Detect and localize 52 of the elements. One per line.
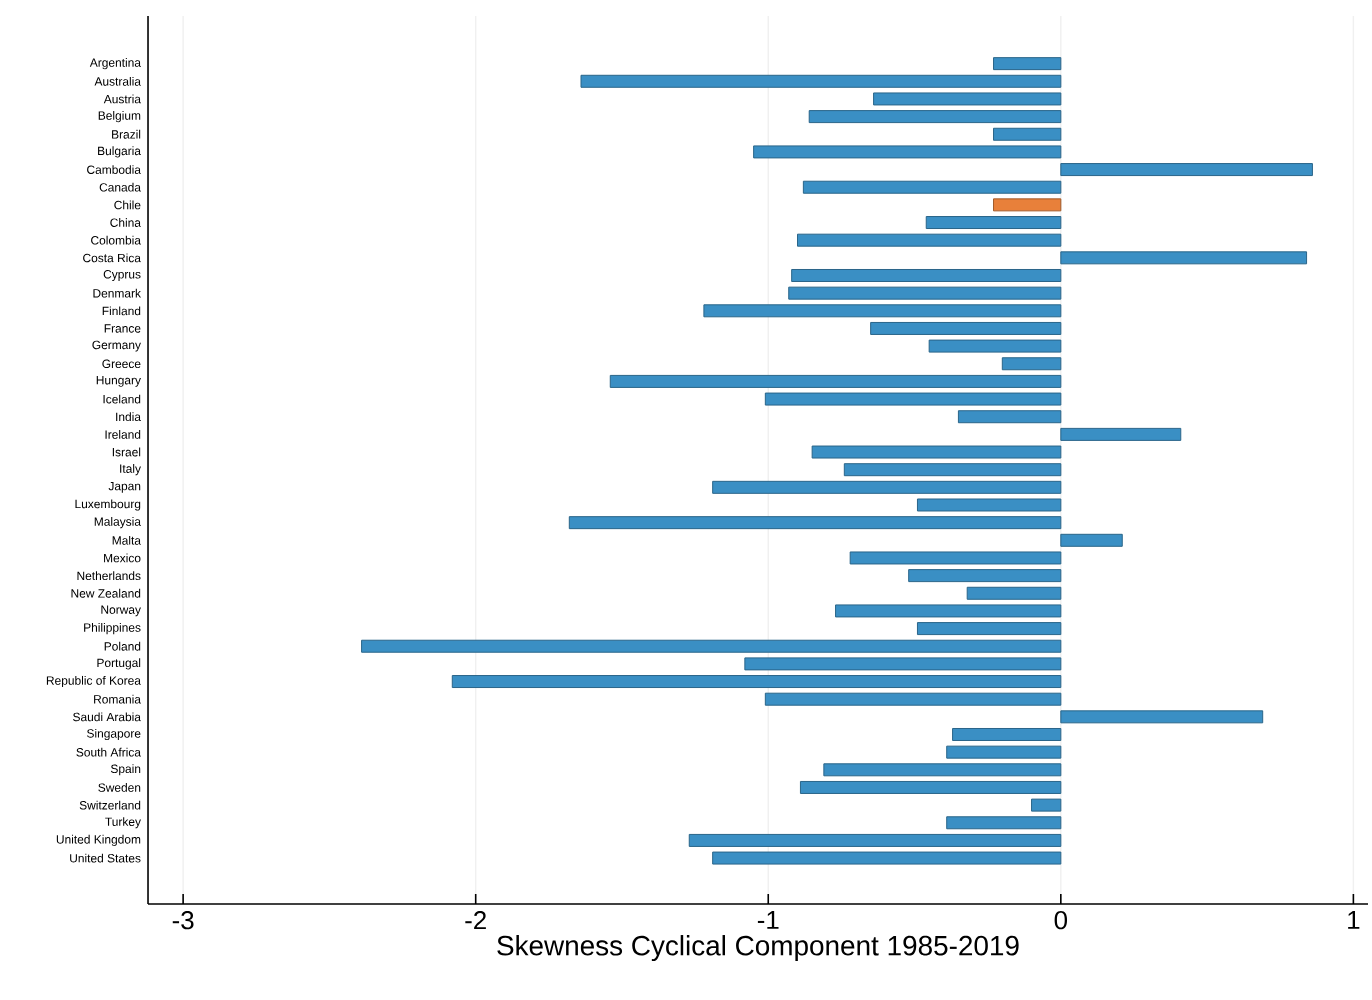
bar — [799, 780, 1062, 794]
bar — [1001, 357, 1062, 371]
bar — [1060, 710, 1264, 724]
x-tick-label: 1 — [1348, 911, 1360, 929]
bar — [764, 692, 1062, 706]
bar — [802, 180, 1062, 194]
x-tick-label: -1 — [757, 911, 779, 929]
bar — [744, 657, 1062, 671]
bar — [928, 339, 1062, 353]
bar — [808, 110, 1062, 124]
bar — [791, 268, 1062, 282]
bar — [788, 286, 1062, 300]
bar — [823, 763, 1062, 777]
bar — [993, 127, 1062, 141]
bar — [843, 463, 1062, 477]
bar — [712, 480, 1062, 494]
bar — [870, 321, 1062, 335]
bar — [811, 445, 1062, 459]
bar — [1060, 163, 1313, 177]
bar — [753, 145, 1062, 159]
x-tick-label: -3 — [172, 911, 194, 930]
bar — [1031, 798, 1062, 812]
bar — [835, 604, 1062, 618]
bar — [908, 569, 1062, 583]
bar — [797, 233, 1062, 247]
bar — [688, 833, 1062, 847]
bar — [1060, 533, 1123, 547]
bar — [451, 675, 1062, 689]
bar — [916, 498, 1062, 512]
bar — [568, 516, 1062, 530]
bar — [946, 816, 1062, 830]
bar — [361, 639, 1062, 653]
bar — [609, 374, 1062, 388]
bar — [957, 410, 1062, 424]
bar — [952, 728, 1062, 741]
bar — [1060, 427, 1182, 441]
bar — [764, 392, 1062, 406]
x-tick-label: 0 — [1054, 911, 1068, 930]
bar — [1060, 251, 1308, 265]
bar — [916, 622, 1062, 636]
bar — [925, 216, 1062, 230]
x-tick-label: -2 — [465, 911, 486, 930]
bar — [946, 745, 1062, 759]
bar — [993, 57, 1062, 71]
bar — [873, 92, 1062, 106]
bar — [993, 198, 1062, 212]
bar — [580, 74, 1062, 88]
x-axis-title: Skewness Cyclical Component 1985-2019 — [497, 935, 1019, 962]
bar — [849, 551, 1062, 565]
bar — [703, 304, 1062, 318]
bar — [966, 586, 1062, 600]
bar — [712, 851, 1062, 865]
